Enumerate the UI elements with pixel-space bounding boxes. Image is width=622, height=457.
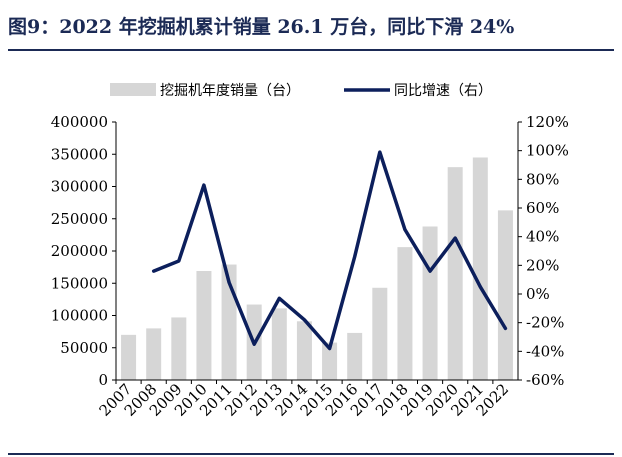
bars-layer [121, 157, 513, 380]
left-tick-label: 400000 [51, 113, 108, 131]
bar-2022 [497, 210, 513, 380]
right-tick-label: 60% [526, 199, 559, 217]
bottom-rule [8, 453, 614, 455]
right-tick-label: -60% [526, 371, 564, 389]
legend-line-label: 同比增速（右） [394, 83, 492, 99]
left-tick-label: 200000 [51, 242, 108, 260]
legend: 挖掘机年度销量（台） 同比增速（右） [110, 83, 492, 99]
left-tick-label: 350000 [51, 145, 108, 163]
bar-2018 [397, 247, 413, 380]
legend-bar-swatch [110, 83, 156, 96]
bar-2009 [171, 317, 187, 380]
bar-2015 [322, 342, 338, 380]
bar-2016 [347, 332, 363, 380]
right-tick-label: 100% [526, 142, 569, 160]
bar-2014 [296, 321, 312, 380]
chart-title: 图9：2022 年挖掘机累计销量 26.1 万台，同比下滑 24% [8, 16, 515, 38]
right-tick-label: 120% [526, 113, 569, 131]
left-tick-label: 150000 [51, 274, 108, 292]
left-tick-label: 300000 [51, 178, 108, 196]
right-tick-label: 40% [526, 228, 559, 246]
left-tick-label: 100000 [51, 307, 108, 325]
right-axis-ticks: -60% -40% -20% 0% 20% 40% 60% 80% 100% 120% [518, 113, 569, 389]
bar-2013 [271, 308, 287, 380]
x-axis-ticks: 2007200820092010201120122013201420152016… [96, 380, 512, 420]
right-tick-label: -40% [526, 342, 564, 360]
left-tick-label: 0 [98, 371, 108, 389]
title-rule [8, 49, 614, 51]
bar-2007 [121, 334, 137, 380]
left-axis-ticks: 0 50000 100000 150000 200000 250000 300000 3500… [51, 113, 116, 389]
bar-2019 [422, 226, 438, 380]
left-tick-label: 250000 [51, 210, 108, 228]
bar-2021 [472, 157, 488, 380]
right-tick-label: -20% [526, 314, 564, 332]
line-layer [151, 150, 508, 351]
left-tick-label: 50000 [60, 339, 108, 357]
bar-2010 [196, 270, 212, 380]
legend-bar-label: 挖掘机年度销量（台） [160, 83, 300, 99]
right-tick-label: 0% [526, 285, 550, 303]
right-tick-label: 80% [526, 170, 559, 188]
bar-2017 [372, 287, 388, 380]
bar-2020 [447, 167, 463, 380]
bar-2008 [146, 328, 162, 380]
right-tick-label: 20% [526, 256, 559, 274]
